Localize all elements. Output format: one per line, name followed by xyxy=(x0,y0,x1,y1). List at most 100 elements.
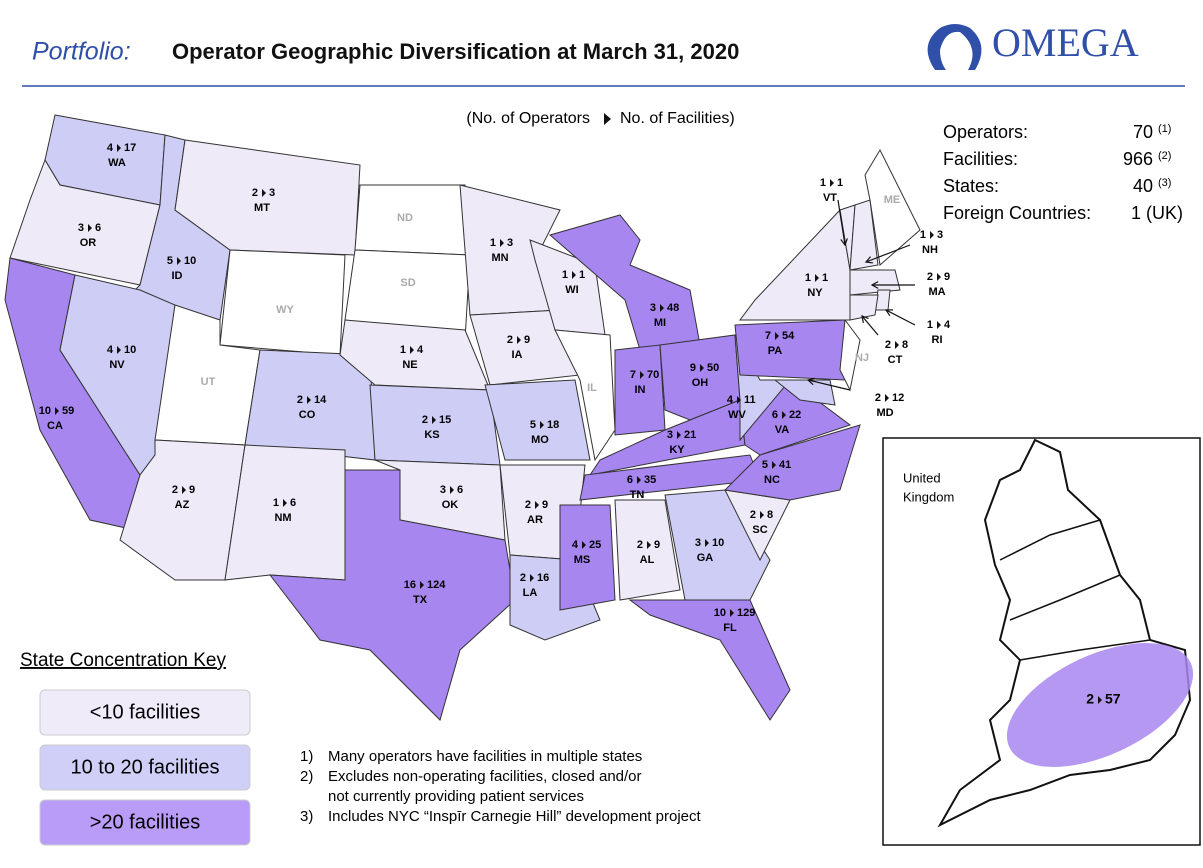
state-abbr: AL xyxy=(640,554,655,566)
operators: 1 xyxy=(805,272,811,284)
operators: 2 xyxy=(637,539,643,551)
operators: 2 xyxy=(750,509,756,521)
arrow xyxy=(885,309,916,326)
footnote-text: Many operators have facilities in multip… xyxy=(328,748,642,765)
state-abbr: WY xyxy=(276,304,294,316)
operators: 5 xyxy=(762,459,768,471)
state-abbr: MS xyxy=(574,554,591,566)
state-abbr: ME xyxy=(884,194,901,206)
facilities: 16 xyxy=(537,572,549,584)
footnotes: 1) Many operators have facilities in mult… xyxy=(300,748,701,825)
state-abbr: MD xyxy=(876,407,893,419)
triangle xyxy=(604,113,611,125)
triangle xyxy=(647,541,651,549)
facilities: 6 xyxy=(290,497,296,509)
triangle xyxy=(637,476,641,484)
state-abbr: PA xyxy=(768,345,783,357)
state-abbr: KS xyxy=(424,429,439,441)
triangle xyxy=(705,539,709,547)
arrow-head xyxy=(840,238,848,247)
stat-note: (1) xyxy=(1158,123,1171,135)
state-abbr: MI xyxy=(654,317,666,329)
triangle xyxy=(410,346,414,354)
operators: 2 xyxy=(885,339,891,351)
stat-label: States: xyxy=(943,176,999,196)
state-abbr: OR xyxy=(80,237,97,249)
state-abbr: ND xyxy=(397,212,413,224)
facilities: 11 xyxy=(744,394,756,406)
state xyxy=(864,148,921,266)
stat-label: Facilities: xyxy=(943,149,1018,169)
facilities: 54 xyxy=(782,330,795,342)
triangle xyxy=(660,304,664,312)
facilities: 70 xyxy=(647,369,659,381)
uk-name: United xyxy=(903,470,941,485)
triangle xyxy=(772,461,776,469)
triangle xyxy=(182,486,186,494)
state-abbr: IN xyxy=(635,384,646,396)
operators: 3 xyxy=(78,222,84,234)
stat-label: Operators: xyxy=(943,122,1028,142)
facilities: 22 xyxy=(789,409,801,421)
state xyxy=(739,208,851,321)
key-swatch xyxy=(39,744,251,791)
operators: 5 xyxy=(530,419,536,431)
facilities: 59 xyxy=(62,405,74,417)
key-label: >20 facilities xyxy=(90,811,201,833)
facilities: 8 xyxy=(767,509,773,521)
facilities: 6 xyxy=(457,484,463,496)
operators: 5 xyxy=(167,255,173,267)
state-abbr: AR xyxy=(527,514,543,526)
facilities: 4 xyxy=(417,344,424,356)
state-abbr: RI xyxy=(932,334,943,346)
state xyxy=(849,294,879,321)
operators: 2 xyxy=(520,572,526,584)
facilities: 3 xyxy=(269,187,275,199)
state-abbr: MT xyxy=(254,202,270,214)
operators: 3 xyxy=(650,302,656,314)
state xyxy=(548,214,701,351)
key: <10 facilities 10 to 20 facilities >20 fac… xyxy=(39,689,251,846)
operators: 3 xyxy=(667,429,673,441)
state xyxy=(484,379,591,461)
arrow-head xyxy=(870,281,879,289)
triangle xyxy=(782,411,786,419)
triangle xyxy=(737,396,741,404)
arrow xyxy=(865,244,911,263)
operators: 2 xyxy=(252,187,258,199)
state-abbr: MA xyxy=(928,286,945,298)
triangle xyxy=(930,231,934,239)
stat-label: Foreign Countries: xyxy=(943,203,1091,223)
triangle xyxy=(937,273,941,281)
operators: 2 xyxy=(525,499,531,511)
state-abbr: NJ xyxy=(855,352,869,364)
state xyxy=(723,424,861,501)
triangle xyxy=(307,396,311,404)
footnote-number: 3) xyxy=(300,808,313,825)
operators: 1 xyxy=(920,229,926,241)
state-abbr: NY xyxy=(807,287,823,299)
triangle xyxy=(283,499,287,507)
facilities: 3 xyxy=(937,229,943,241)
state-abbr: AZ xyxy=(175,499,190,511)
triangle xyxy=(760,511,764,519)
state-abbr: TX xyxy=(413,594,428,606)
footnote-number: 1) xyxy=(300,748,313,765)
state-abbr: NV xyxy=(109,359,125,371)
state-abbr: MN xyxy=(491,252,508,264)
triangle xyxy=(1098,696,1102,704)
operators: 6 xyxy=(627,474,633,486)
facilities: 9 xyxy=(944,271,950,283)
triangle xyxy=(885,394,889,402)
uk-highlight xyxy=(1006,643,1194,767)
triangle xyxy=(432,416,436,424)
state-abbr: WA xyxy=(108,157,126,169)
stat-value: 40 xyxy=(1133,176,1153,196)
uk-map: United Kingdom 2 57 xyxy=(903,438,1194,828)
triangle xyxy=(420,581,424,589)
stat-note: (3) xyxy=(1158,177,1171,189)
logo: OMEGA xyxy=(927,20,1139,70)
footnote-text: Excludes non-operating facilities, close… xyxy=(328,768,642,785)
triangle xyxy=(700,364,704,372)
